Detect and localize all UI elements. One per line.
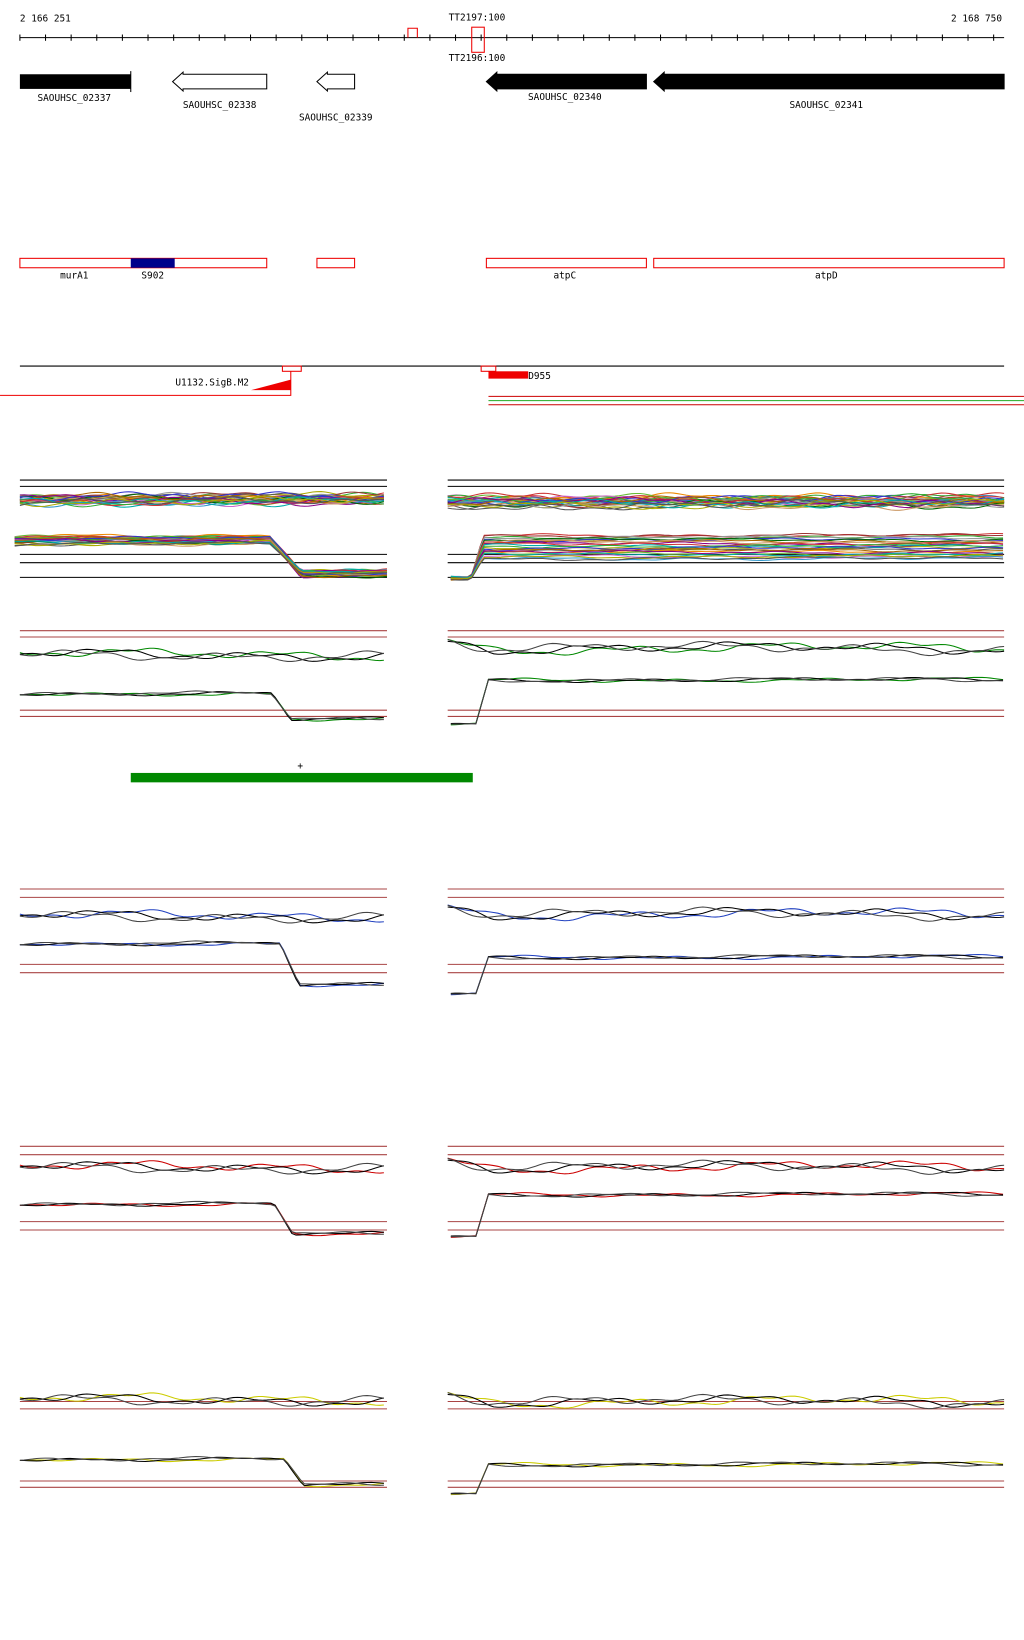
- expression-line: [19, 491, 384, 501]
- expression-line: [19, 690, 384, 721]
- expression-line: [447, 498, 1005, 510]
- label: S902: [141, 271, 164, 282]
- expression-line: [447, 1393, 1005, 1408]
- label: murA1: [60, 271, 89, 282]
- region: [485, 257, 647, 269]
- expression-line: [447, 640, 1005, 655]
- expression-line: [447, 1391, 1005, 1409]
- expression-line: [19, 940, 384, 986]
- expression-line: [450, 1461, 1004, 1495]
- cluster-bar: [130, 772, 473, 783]
- label: TT2197:100: [449, 12, 506, 23]
- expression-line: [450, 1191, 1004, 1238]
- tss: [480, 365, 497, 372]
- expression-line: [450, 556, 1004, 581]
- expression-line: [19, 648, 384, 662]
- region: [653, 257, 1005, 269]
- region: [316, 257, 356, 269]
- expression-line: [450, 677, 1004, 725]
- expression-line: [19, 1456, 384, 1486]
- transcript: [488, 371, 529, 379]
- expression-line: [447, 1392, 1005, 1410]
- tss: [281, 365, 302, 372]
- expression-line: [447, 906, 1005, 921]
- expression-line: [450, 552, 1004, 578]
- expression-line: [14, 538, 388, 574]
- label: 2 166 251: [20, 13, 71, 24]
- region-highlight: [130, 258, 175, 268]
- expression-line: [450, 545, 1004, 581]
- expression-line: [19, 1457, 384, 1488]
- gene-arrow: [171, 70, 268, 93]
- label: SAOUHSC_02337: [37, 93, 111, 104]
- label: atpD: [815, 271, 838, 282]
- gene-arrow: [485, 70, 647, 93]
- label: U1132.SigB.M2: [175, 377, 249, 388]
- label: D955: [528, 371, 551, 382]
- expression-line: [19, 495, 384, 508]
- expression-line: [447, 1157, 1005, 1175]
- expression-line: [447, 493, 1005, 505]
- expression-line: [450, 1461, 1004, 1495]
- expression-line: [19, 496, 384, 506]
- expression-line: [450, 1461, 1004, 1496]
- expression-line: [450, 547, 1004, 581]
- expression-line: [19, 1202, 384, 1237]
- expression-line: [450, 553, 1004, 580]
- expression-line: [450, 676, 1004, 726]
- expression-line: [19, 910, 384, 924]
- expression-line: [14, 540, 388, 576]
- expression-line: [450, 547, 1004, 581]
- terminator: [407, 27, 418, 38]
- expression-line: [14, 539, 388, 575]
- expression-line: [450, 555, 1004, 580]
- expression-line: [19, 649, 384, 662]
- label: SAOUHSC_02341: [789, 100, 863, 111]
- expression-line: [447, 1159, 1005, 1174]
- promoter: [251, 379, 291, 391]
- expression-line: [447, 499, 1005, 511]
- label: TT2196:100: [449, 53, 506, 64]
- expression-line: [447, 904, 1005, 922]
- expression-line: [447, 1157, 1005, 1175]
- expression-line: [450, 954, 1004, 995]
- expression-line: [447, 497, 1005, 509]
- gene-arrow: [19, 74, 131, 89]
- expression-line: [450, 533, 1004, 580]
- expression-line: [450, 953, 1004, 996]
- expression-line: [19, 910, 384, 924]
- expression-line: [19, 1162, 384, 1175]
- expression-line: [450, 534, 1004, 580]
- expression-line: [19, 1394, 384, 1407]
- expression-line: [19, 1393, 384, 1407]
- expression-line: [14, 541, 388, 573]
- label: 2 168 750: [951, 13, 1002, 24]
- expression-line: [19, 1200, 384, 1235]
- label: SAOUHSC_02340: [528, 92, 602, 103]
- gene-arrow: [316, 70, 356, 93]
- expression-line: [450, 541, 1004, 581]
- label: atpC: [553, 271, 576, 282]
- terminator: [471, 26, 485, 53]
- expression-line: [14, 541, 388, 575]
- expression-line: [447, 639, 1005, 657]
- expression-line: [450, 549, 1004, 580]
- expression-line: [14, 536, 388, 579]
- expression-line: [14, 541, 388, 574]
- label: SAOUHSC_02339: [299, 113, 373, 124]
- expression-line: [450, 537, 1004, 580]
- gene-arrow: [652, 70, 1005, 93]
- expression-line: [447, 904, 1005, 922]
- label: SAOUHSC_02338: [183, 100, 257, 111]
- expression-line: [450, 954, 1004, 995]
- label: +: [297, 761, 303, 772]
- transcript-line: [0, 371, 292, 396]
- expression-line: [447, 638, 1005, 656]
- expression-line: [19, 1161, 384, 1175]
